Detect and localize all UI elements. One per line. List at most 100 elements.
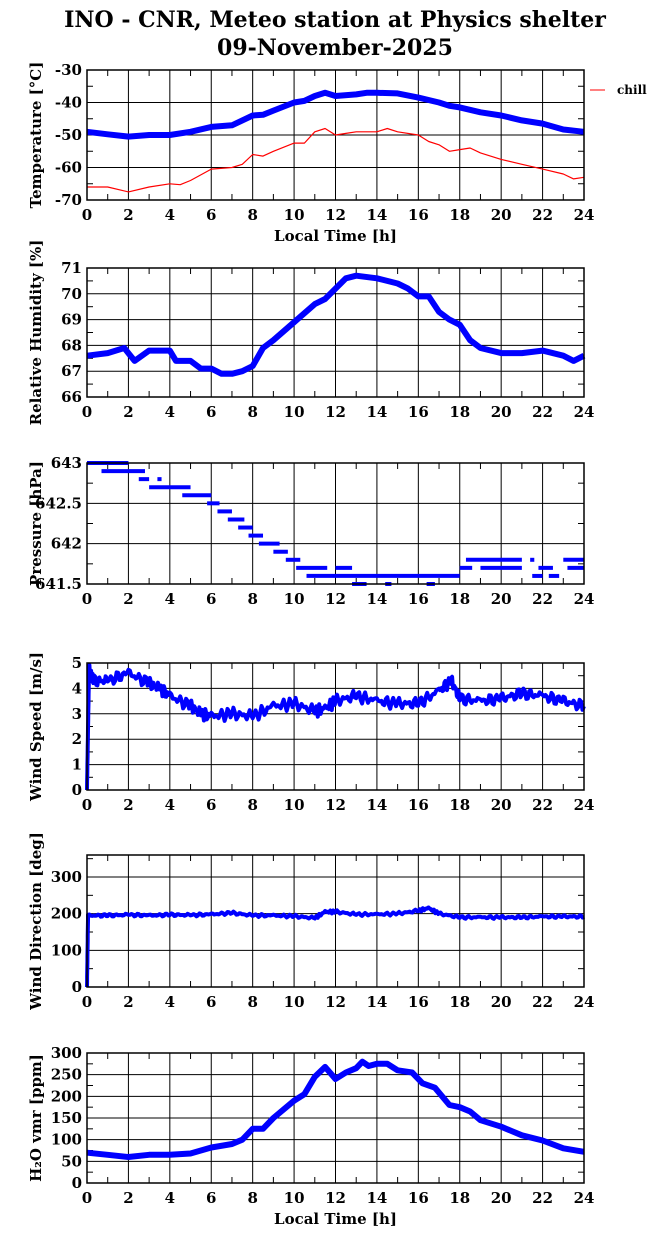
x-tick-label: 14	[366, 1189, 387, 1207]
x-tick-label: 6	[206, 590, 216, 608]
x-tick-label: 12	[325, 796, 346, 814]
x-tick-label: 8	[247, 1189, 257, 1207]
x-tick-label: 18	[449, 403, 470, 421]
y-tick-label: 1	[72, 756, 82, 774]
y-axis-label: Temperature [°C]	[27, 62, 45, 209]
x-tick-label: 2	[123, 403, 133, 421]
x-tick-label: 14	[366, 590, 387, 608]
x-tick-label: 6	[206, 993, 216, 1011]
wind-speed-series-line	[85, 663, 586, 791]
x-tick-label: 12	[325, 1189, 346, 1207]
y-tick-label: -40	[55, 94, 82, 112]
y-tick-label: 0	[72, 1174, 82, 1192]
y-tick-label: -50	[55, 126, 82, 144]
x-tick-label: 6	[206, 403, 216, 421]
x-tick-label: 2	[123, 1189, 133, 1207]
x-tick-label: 10	[284, 590, 305, 608]
x-tick-label: 24	[574, 403, 595, 421]
y-tick-label: 67	[61, 362, 82, 380]
y-axis-label: Wind Direction [deg]	[27, 832, 45, 1011]
y-tick-label: 642.5	[35, 494, 82, 512]
y-tick-label: 300	[51, 868, 82, 886]
y-tick-label: 4	[72, 679, 82, 697]
chill-series-line	[87, 127, 585, 193]
y-axis-label: Wind Speed [m/s]	[27, 652, 45, 802]
y-axis-label: Relative Humidity [%]	[27, 240, 45, 426]
y-tick-label: 100	[51, 941, 82, 959]
x-tick-label: 10	[284, 796, 305, 814]
x-tick-label: 16	[408, 206, 429, 224]
x-tick-label: 8	[247, 206, 257, 224]
x-tick-label: 24	[574, 590, 595, 608]
x-tick-label: 16	[408, 796, 429, 814]
x-tick-label: 20	[491, 1189, 512, 1207]
x-tick-label: 22	[532, 403, 553, 421]
x-tick-label: 8	[247, 590, 257, 608]
x-tick-label: 4	[165, 993, 175, 1011]
y-tick-label: 50	[61, 1152, 82, 1170]
x-tick-label: 18	[449, 206, 470, 224]
y-tick-label: 200	[51, 1087, 82, 1105]
y-tick-label: 642	[51, 535, 82, 553]
x-tick-label: 10	[284, 206, 305, 224]
x-tick-label: 0	[82, 206, 92, 224]
x-tick-label: 20	[491, 206, 512, 224]
y-tick-label: 641.5	[35, 575, 82, 593]
y-tick-label: 300	[51, 1044, 82, 1062]
x-tick-label: 2	[123, 206, 133, 224]
x-tick-label: 16	[408, 1189, 429, 1207]
y-tick-label: 150	[51, 1109, 82, 1127]
x-axis-label: Local Time [h]	[274, 1210, 397, 1228]
x-tick-label: 22	[532, 993, 553, 1011]
x-tick-label: 10	[284, 403, 305, 421]
x-tick-label: 14	[366, 993, 387, 1011]
x-tick-label: 4	[165, 403, 175, 421]
x-tick-label: 16	[408, 590, 429, 608]
x-tick-label: 4	[165, 206, 175, 224]
y-tick-label: 3	[72, 705, 82, 723]
y-tick-label: 2	[72, 730, 82, 748]
y-axis-label: H₂O vmr [ppm]	[27, 1054, 45, 1182]
y-tick-label: 5	[72, 654, 82, 672]
x-tick-label: 24	[574, 993, 595, 1011]
x-tick-label: 24	[574, 1189, 595, 1207]
y-tick-label: 250	[51, 1066, 82, 1084]
x-tick-label: 22	[532, 1189, 553, 1207]
plot-frame	[86, 462, 585, 585]
plot-frame	[86, 267, 585, 398]
x-tick-label: 20	[491, 403, 512, 421]
x-tick-label: 12	[325, 590, 346, 608]
x-tick-label: 8	[247, 993, 257, 1011]
temperature-panel: 0 2 4 6 8 10 12 14 16 18 20 22 24-70-60-50-40-30chil…	[27, 61, 647, 245]
x-tick-label: 22	[532, 796, 553, 814]
humidity-panel: 0 2 4 6 8 10 12 14 16 18 20 22 24666768697071Relativ…	[27, 240, 594, 426]
legend-label: chill	[617, 83, 647, 97]
x-tick-label: 8	[247, 403, 257, 421]
x-tick-label: 2	[123, 796, 133, 814]
plot-frame	[86, 69, 585, 201]
x-tick-label: 24	[574, 796, 595, 814]
x-tick-label: 6	[206, 796, 216, 814]
y-tick-label: 66	[61, 388, 82, 406]
y-tick-label: 70	[61, 285, 82, 303]
x-tick-label: 10	[284, 1189, 305, 1207]
plot-frame	[86, 662, 585, 791]
x-tick-label: 12	[325, 403, 346, 421]
y-tick-label: -60	[55, 159, 82, 177]
x-tick-label: 2	[123, 993, 133, 1011]
x-tick-label: 0	[82, 796, 92, 814]
x-tick-label: 6	[206, 1189, 216, 1207]
x-tick-label: 12	[325, 206, 346, 224]
x-tick-label: 0	[82, 590, 92, 608]
x-tick-label: 14	[366, 796, 387, 814]
x-tick-label: 4	[165, 590, 175, 608]
x-tick-label: 20	[491, 590, 512, 608]
x-tick-label: 0	[82, 1189, 92, 1207]
x-tick-label: 2	[123, 590, 133, 608]
x-tick-label: 22	[532, 206, 553, 224]
x-axis-label: Local Time [h]	[274, 227, 397, 245]
chart-subtitle: 09-November-2025	[217, 35, 453, 61]
plot-frame	[86, 854, 585, 988]
